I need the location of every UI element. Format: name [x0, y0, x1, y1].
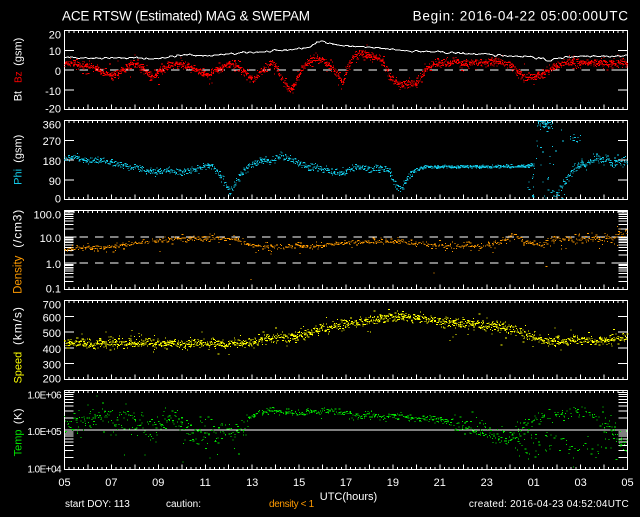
svg-text:03: 03: [574, 477, 586, 489]
svg-text:1.0: 1.0: [46, 259, 61, 271]
svg-text:21: 21: [434, 477, 446, 489]
svg-text:07: 07: [105, 477, 117, 489]
svg-text:0: 0: [55, 66, 61, 78]
svg-text:20: 20: [49, 30, 61, 42]
svg-text:300: 300: [43, 360, 61, 372]
svg-text:600: 600: [43, 312, 61, 324]
svg-text:Bt: Bt: [13, 91, 25, 101]
svg-text:1.0E+05: 1.0E+05: [27, 427, 62, 438]
svg-text:Begin: 2016-04-22 05:00:00UTC: Begin: 2016-04-22 05:00:00UTC: [413, 9, 629, 24]
svg-text:200: 200: [43, 374, 61, 386]
svg-text:-10: -10: [45, 86, 61, 98]
svg-text:10: 10: [49, 46, 61, 58]
svg-text:start DOY: 113: start DOY: 113: [65, 499, 130, 510]
svg-text:Speed: Speed: [13, 352, 25, 384]
svg-text:(km/s): (km/s): [11, 306, 25, 345]
svg-text:180: 180: [43, 156, 61, 168]
svg-text:23: 23: [481, 477, 493, 489]
svg-text:100.0: 100.0: [33, 210, 61, 222]
svg-text:01: 01: [528, 477, 540, 489]
svg-text:Phi: Phi: [13, 169, 25, 185]
svg-text:Bz: Bz: [14, 71, 25, 83]
svg-text:700: 700: [43, 300, 61, 312]
svg-text:(gsm): (gsm): [13, 135, 25, 163]
svg-text:11: 11: [199, 477, 210, 489]
svg-text:(gsm): (gsm): [13, 38, 25, 66]
svg-text:400: 400: [43, 344, 61, 356]
svg-text:15: 15: [293, 477, 305, 489]
svg-text:0.1: 0.1: [46, 284, 61, 296]
svg-text:caution:: caution:: [166, 499, 201, 510]
svg-text:270: 270: [43, 136, 61, 148]
svg-text:Density: Density: [13, 255, 25, 294]
svg-text:360: 360: [43, 120, 61, 132]
svg-text:90: 90: [49, 176, 61, 188]
svg-text:-20: -20: [45, 104, 61, 116]
svg-text:10.0: 10.0: [40, 233, 61, 245]
svg-text:1.0E+06: 1.0E+06: [27, 391, 62, 402]
svg-text:Temp: Temp: [13, 429, 25, 456]
svg-text:05: 05: [621, 477, 633, 489]
svg-text:(K): (K): [13, 408, 25, 424]
svg-text:09: 09: [152, 477, 164, 489]
svg-text:created: 2016-04-23 04:52:04UT: created: 2016-04-23 04:52:04UTC: [469, 499, 629, 510]
svg-text:19: 19: [387, 477, 399, 489]
svg-text:(/cm3): (/cm3): [11, 209, 25, 248]
svg-text:17: 17: [340, 477, 352, 489]
svg-text:1.0E+04: 1.0E+04: [27, 465, 62, 476]
svg-text:05: 05: [58, 477, 70, 489]
svg-text:UTC(hours): UTC(hours): [320, 491, 377, 503]
svg-text:density < 1: density < 1: [269, 499, 315, 510]
svg-text:500: 500: [43, 328, 61, 340]
svg-text:0: 0: [55, 194, 61, 206]
svg-text:ACE RTSW (Estimated) MAG & SWE: ACE RTSW (Estimated) MAG & SWEPAM: [62, 9, 310, 24]
svg-text:13: 13: [246, 477, 258, 489]
